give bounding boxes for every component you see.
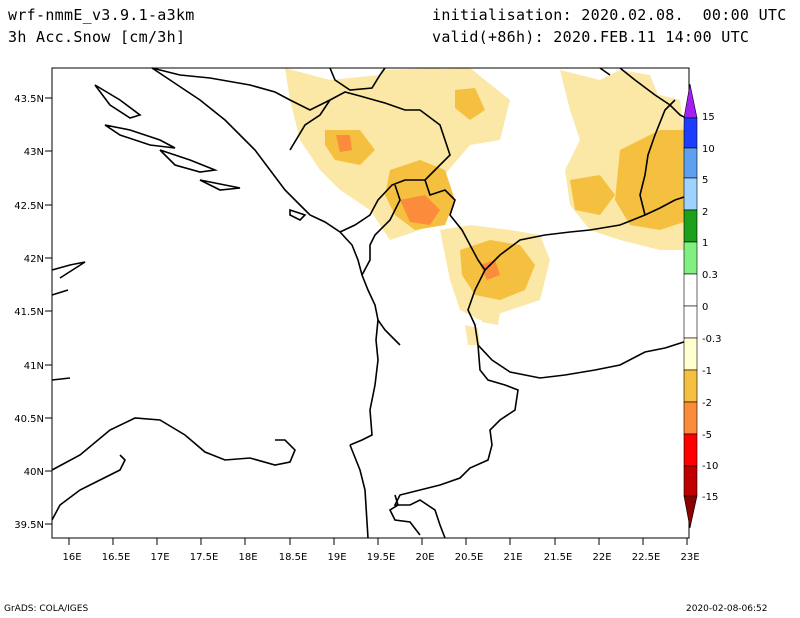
colorbar-swatch xyxy=(683,241,698,275)
colorbar-label: 0 xyxy=(702,302,708,313)
axis-ticks xyxy=(45,97,688,545)
lat-label: 41N xyxy=(24,361,44,372)
colorbar-swatch xyxy=(683,465,698,497)
latitude-labels: 43.5N 43N 42.5N 42N 41.5N 41N 40.5N 40N … xyxy=(14,94,44,531)
lon-label: 20E xyxy=(415,552,434,563)
colorbar-label: -0.3 xyxy=(702,334,722,345)
lon-label: 16.5E xyxy=(102,552,131,563)
colorbar-label: 5 xyxy=(702,175,708,186)
lon-label: 17.5E xyxy=(190,552,219,563)
colorbar-label: -1 xyxy=(702,366,712,377)
colorbar-labels: 15 10 5 2 1 0.3 0 -0.3 -1 -2 -5 -10 -15 xyxy=(702,112,722,503)
lon-label: 23E xyxy=(680,552,699,563)
colorbar-swatch xyxy=(683,117,698,149)
lat-label: 43N xyxy=(24,147,44,158)
colorbar-swatch xyxy=(683,177,698,211)
snow-shading xyxy=(285,68,690,345)
colorbar-swatch xyxy=(683,305,698,339)
lat-label: 43.5N xyxy=(14,94,44,105)
lon-label: 16E xyxy=(62,552,81,563)
colorbar-swatch xyxy=(683,273,698,307)
colorbar-swatch xyxy=(683,337,698,371)
lon-label: 22E xyxy=(592,552,611,563)
map-panel: 16E 16.5E 17E 17.5E 18E 18.5E 19E 19.5E … xyxy=(14,67,722,563)
coastlines-borders xyxy=(51,67,691,539)
lon-label: 21.5E xyxy=(544,552,573,563)
colorbar-swatch xyxy=(683,369,698,403)
colorbar-label: 15 xyxy=(702,112,715,123)
lon-label: 18.5E xyxy=(279,552,308,563)
lon-label: 19E xyxy=(327,552,346,563)
colorbar-label: -15 xyxy=(702,492,718,503)
colorbar-label: -10 xyxy=(702,461,718,472)
lat-label: 40N xyxy=(24,467,44,478)
lat-label: 40.5N xyxy=(14,414,44,425)
lon-label: 21E xyxy=(503,552,522,563)
model-title: wrf-nmmE_v3.9.1-a3km xyxy=(8,6,195,24)
snow-heavy-areas xyxy=(336,135,500,280)
lon-label: 19.5E xyxy=(367,552,396,563)
lat-label: 42N xyxy=(24,254,44,265)
colorbar-label: -2 xyxy=(702,398,712,409)
colorbar-label: 1 xyxy=(702,238,708,249)
valid-time: valid(+86h): 2020.FEB.11 14:00 UTC xyxy=(432,28,750,46)
lon-label: 22.5E xyxy=(632,552,661,563)
colorbar xyxy=(683,83,698,529)
colorbar-top-triangle xyxy=(683,83,698,119)
lon-label: 20.5E xyxy=(455,552,484,563)
footer-credit: GrADS: COLA/IGES xyxy=(4,604,89,614)
colorbar-swatch xyxy=(683,401,698,435)
lon-label: 18E xyxy=(238,552,257,563)
colorbar-label: 10 xyxy=(702,144,715,155)
variable-title: 3h Acc.Snow [cm/3h] xyxy=(8,28,186,46)
initialisation-time: initialisation: 2020.02.08. 00:00 UTC xyxy=(432,6,787,24)
lon-label: 17E xyxy=(150,552,169,563)
lat-label: 42.5N xyxy=(14,201,44,212)
lat-label: 39.5N xyxy=(14,520,44,531)
lat-label: 41.5N xyxy=(14,307,44,318)
colorbar-swatch xyxy=(683,147,698,179)
colorbar-bottom-triangle xyxy=(683,495,698,529)
colorbar-label: 2 xyxy=(702,207,708,218)
longitude-labels: 16E 16.5E 17E 17.5E 18E 18.5E 19E 19.5E … xyxy=(62,552,699,563)
colorbar-label: 0.3 xyxy=(702,270,718,281)
colorbar-swatch xyxy=(683,209,698,243)
footer-timestamp: 2020-02-08-06:52 xyxy=(686,604,768,614)
snow-moderate-areas xyxy=(325,88,690,300)
colorbar-label: -5 xyxy=(702,430,712,441)
colorbar-swatch xyxy=(683,433,698,467)
